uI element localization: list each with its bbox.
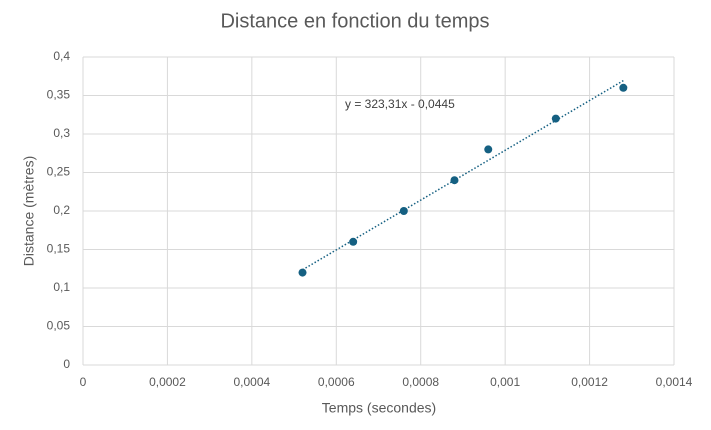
x-tick-label: 0,0004 xyxy=(234,375,271,389)
x-tick-label: 0 xyxy=(80,375,87,389)
x-tick-label: 0,0008 xyxy=(402,375,439,389)
x-tick-label: 0,0002 xyxy=(149,375,186,389)
y-tick-label: 0 xyxy=(63,357,70,371)
y-tick-label: 0,35 xyxy=(47,88,71,102)
y-tick-label: 0,2 xyxy=(53,203,70,217)
x-tick-label: 0,0006 xyxy=(318,375,355,389)
x-axis-title: Temps (secondes) xyxy=(322,400,436,416)
x-tick-label: 0,0014 xyxy=(656,375,693,389)
chart-title: Distance en fonction du temps xyxy=(220,10,489,32)
x-tick-label: 0,0012 xyxy=(571,375,608,389)
data-point xyxy=(298,268,307,277)
y-tick-label: 0,4 xyxy=(53,49,70,63)
y-tick-label: 0,3 xyxy=(53,126,70,140)
y-tick-label: 0,05 xyxy=(47,319,71,333)
trendline xyxy=(302,79,624,271)
y-tick-label: 0,1 xyxy=(53,280,70,294)
y-tick-label: 0,25 xyxy=(47,165,71,179)
data-point xyxy=(551,114,560,123)
y-tick-label: 0,15 xyxy=(47,242,71,256)
x-tick-label: 0,001 xyxy=(490,375,520,389)
trendline-equation: y = 323,31x - 0,0445 xyxy=(345,97,455,111)
data-point xyxy=(399,207,408,215)
data-point xyxy=(619,83,628,92)
y-axis-title: Distance (mètres) xyxy=(21,156,37,266)
data-point xyxy=(484,145,493,154)
data-point xyxy=(349,237,358,246)
data-point xyxy=(450,176,459,185)
